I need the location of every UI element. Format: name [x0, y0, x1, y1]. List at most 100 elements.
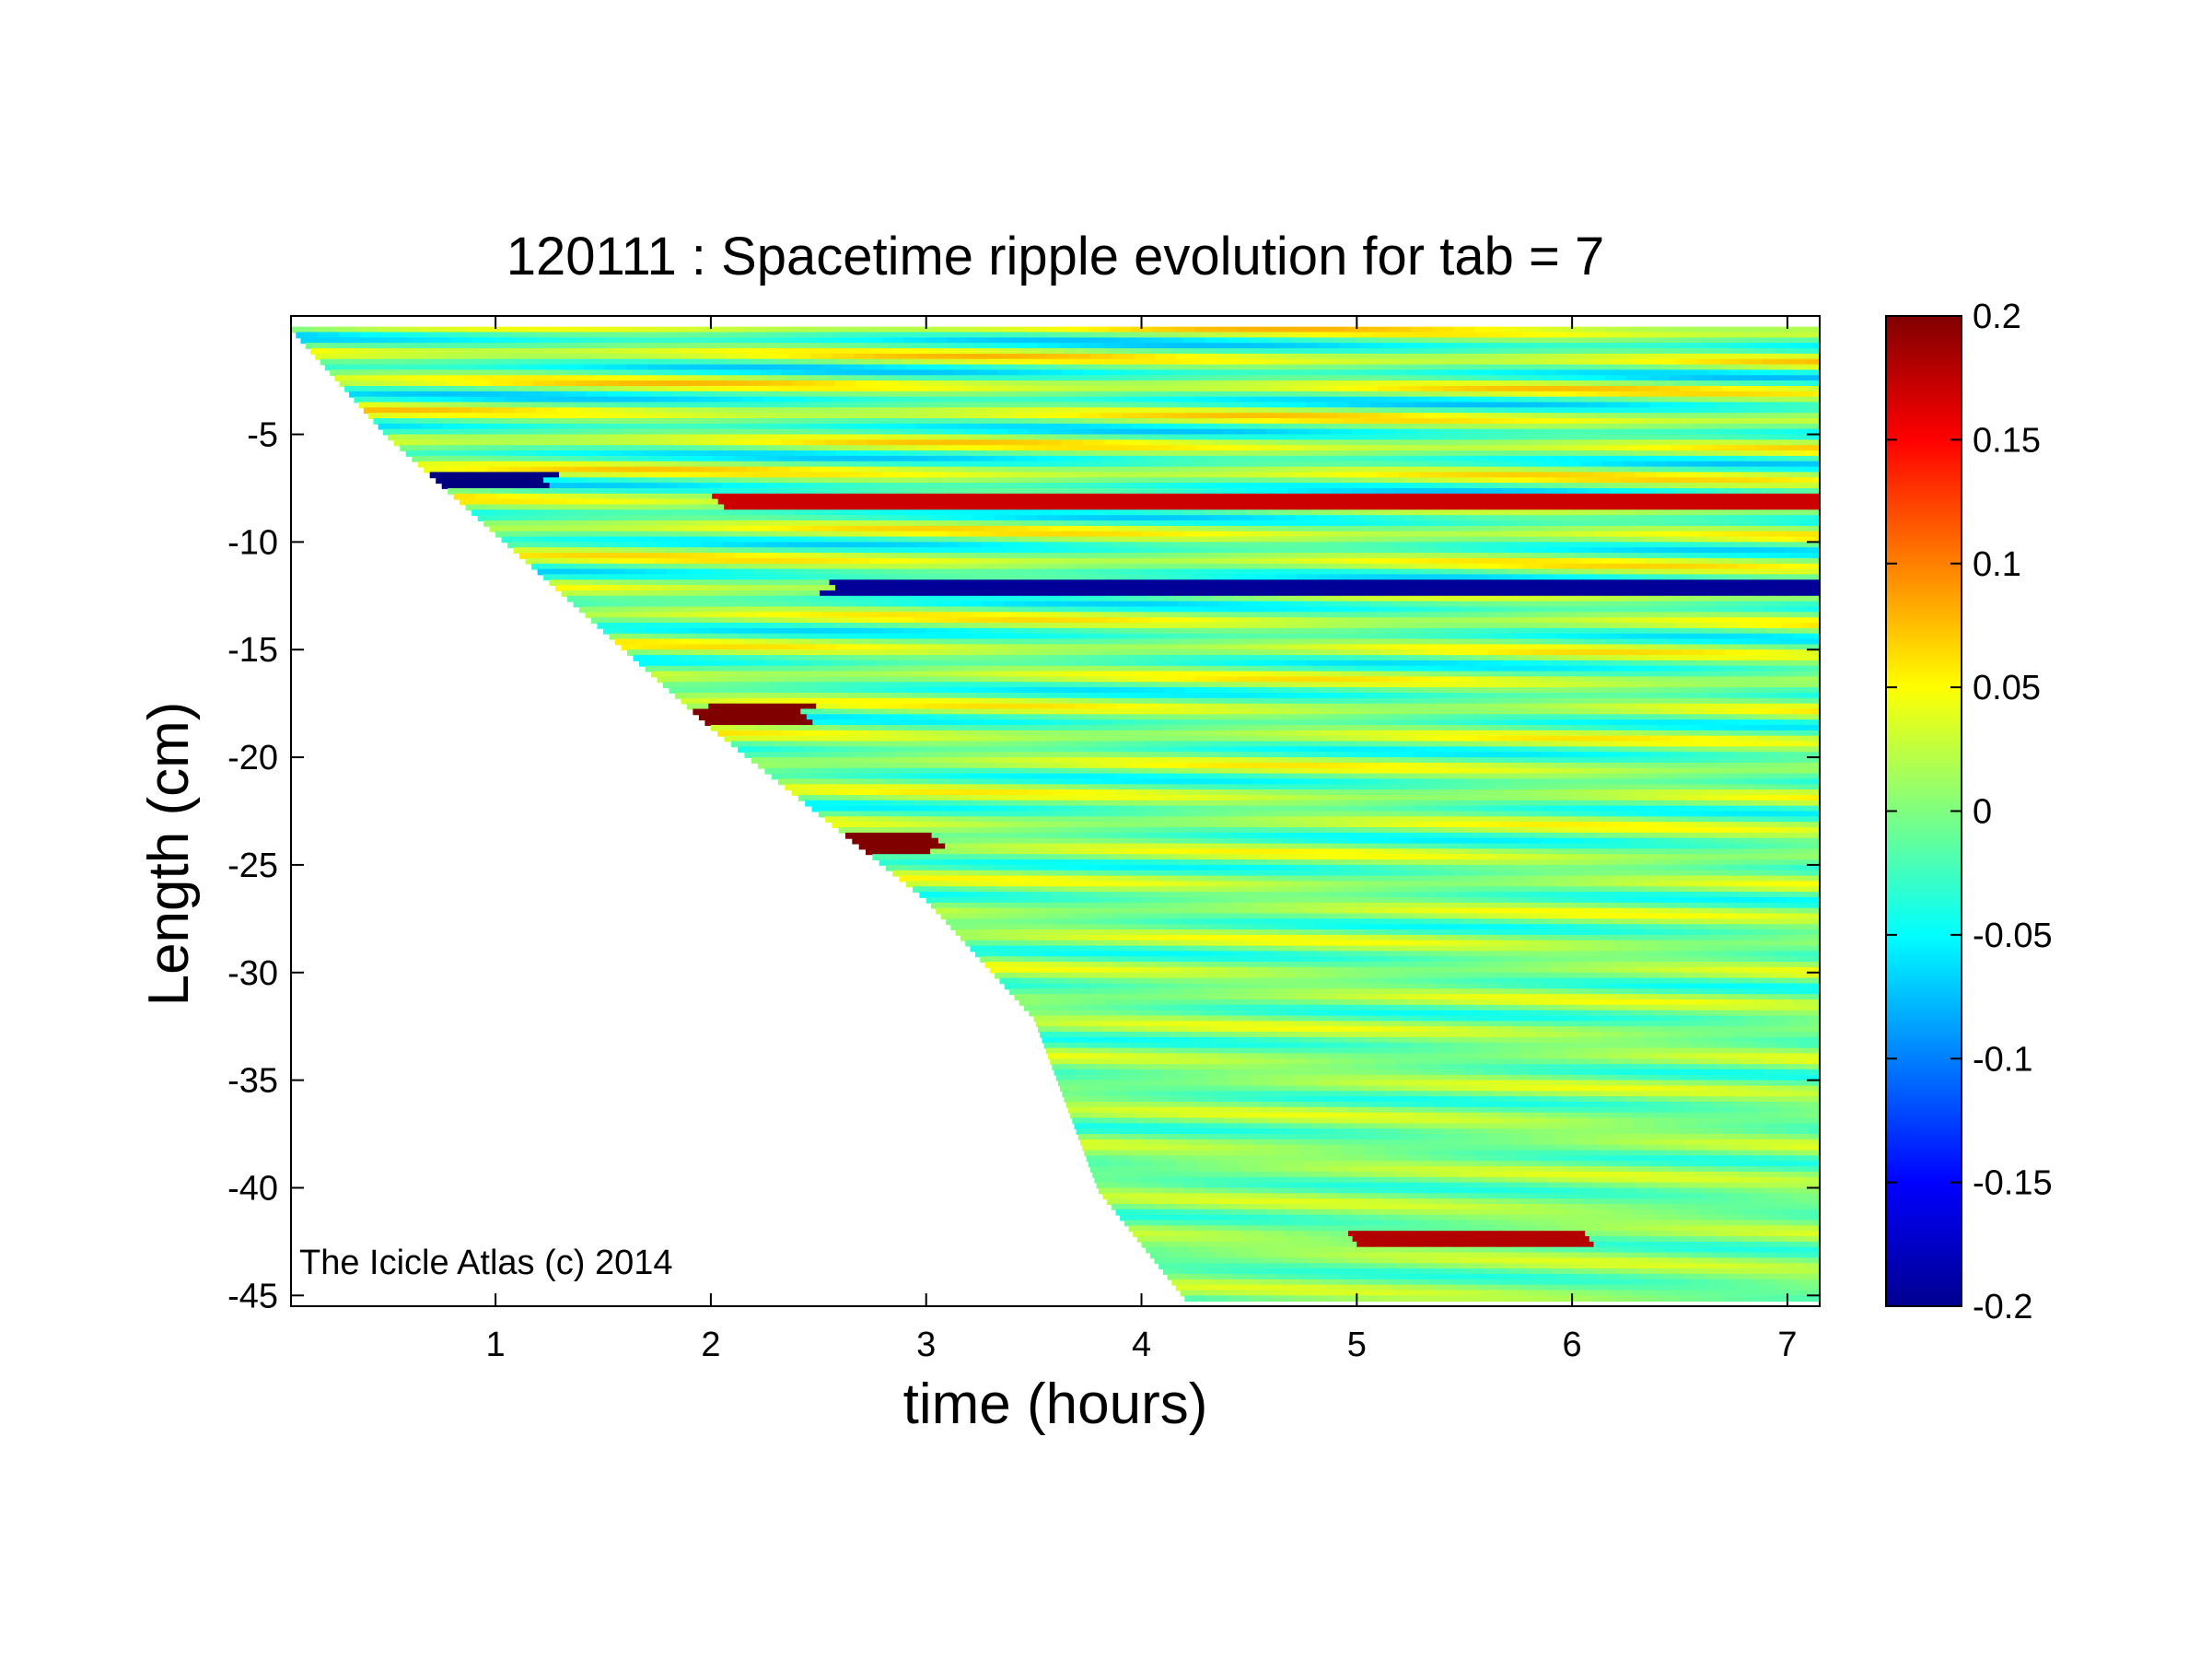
heatmap-cell	[1512, 746, 1536, 754]
heatmap-cell	[1520, 697, 1543, 705]
heatmap-cell	[1624, 396, 1647, 403]
heatmap-cell	[939, 735, 962, 742]
heatmap-cell	[1406, 595, 1430, 602]
heatmap-cell	[1286, 332, 1310, 339]
heatmap-cell	[1693, 697, 1716, 705]
heatmap-cell	[891, 396, 915, 403]
heatmap-cell	[1501, 623, 1524, 629]
heatmap-cell	[872, 375, 896, 382]
heatmap-cell	[1094, 547, 1118, 554]
heatmap-cell	[1369, 601, 1392, 608]
heatmap-cell	[531, 466, 554, 473]
heatmap-cell	[1506, 568, 1530, 576]
heatmap-cell	[1240, 638, 1263, 646]
heatmap-cell	[1330, 682, 1354, 689]
heatmap-cell	[916, 423, 939, 430]
heatmap-cell	[1217, 676, 1240, 683]
heatmap-cell	[801, 671, 824, 678]
heatmap-cell	[1427, 536, 1450, 543]
heatmap-cell	[681, 466, 705, 473]
heatmap-cell	[580, 337, 603, 345]
heatmap-cell	[1113, 332, 1137, 339]
heatmap-cell	[1234, 693, 1258, 699]
heatmap-cell	[763, 520, 786, 527]
heatmap-cell	[690, 493, 714, 500]
heatmap-cell	[1682, 413, 1705, 419]
heatmap-cell	[1437, 719, 1460, 726]
heatmap-cell	[1649, 601, 1672, 608]
heatmap-cell	[1584, 542, 1607, 549]
heatmap-cell	[1808, 386, 1820, 392]
heatmap-cell	[1533, 477, 1556, 485]
heatmap-cell	[1000, 617, 1023, 624]
heatmap-cell	[818, 386, 841, 392]
heatmap-cell	[933, 693, 956, 699]
heatmap-cell	[815, 407, 839, 415]
heatmap-cell	[1613, 337, 1637, 345]
heatmap-cell	[1258, 617, 1282, 624]
heatmap-cell	[1310, 358, 1333, 366]
heatmap-cell	[1748, 391, 1772, 398]
heatmap-cell	[805, 348, 829, 355]
heatmap-cell	[892, 617, 915, 624]
heatmap-cell	[523, 439, 546, 447]
heatmap-cell	[507, 445, 530, 451]
heatmap-cell	[856, 719, 879, 726]
heatmap-cell	[1751, 418, 1775, 425]
heatmap-cell	[1792, 574, 1815, 581]
heatmap-cell	[1568, 644, 1591, 651]
heatmap-cell	[1481, 585, 1504, 591]
heatmap-cell	[995, 574, 1019, 581]
heatmap-cell	[1731, 348, 1754, 355]
heatmap-cell	[1626, 638, 1650, 646]
heatmap-cell	[990, 725, 1014, 731]
heatmap-cell	[1602, 396, 1625, 403]
heatmap-cell	[663, 585, 686, 591]
heatmap-cell	[541, 413, 564, 419]
heatmap-cell	[1275, 746, 1298, 754]
heatmap-cell	[405, 450, 429, 457]
heatmap-cell	[1210, 477, 1234, 485]
heatmap-cell	[1330, 488, 1354, 495]
heatmap-cell	[853, 601, 876, 608]
heatmap-cell	[358, 353, 381, 360]
heatmap-cell	[1483, 757, 1507, 764]
heatmap-cell	[1554, 391, 1578, 398]
heatmap-cell	[1499, 402, 1523, 409]
heatmap-cell	[629, 574, 652, 581]
heatmap-cell	[1233, 633, 1256, 640]
heatmap-cell	[1281, 326, 1304, 333]
heatmap-cell	[1258, 714, 1282, 721]
heatmap-cell	[1692, 542, 1715, 549]
heatmap-cell	[1779, 402, 1803, 409]
heatmap-cell	[1308, 623, 1331, 629]
heatmap-cell	[834, 428, 858, 436]
heatmap-cell	[1438, 682, 1461, 689]
heatmap-cell	[444, 353, 467, 360]
heatmap-cell	[1081, 391, 1104, 398]
heatmap-cell	[1116, 358, 1139, 366]
heatmap-cell	[1229, 649, 1252, 656]
heatmap-cell	[888, 477, 911, 485]
heatmap-cell	[988, 703, 1011, 710]
heatmap-cell	[885, 553, 908, 559]
heatmap-cell	[505, 520, 528, 527]
heatmap-cell	[1103, 477, 1126, 485]
heatmap-cell	[834, 380, 857, 387]
heatmap-cell	[1460, 682, 1483, 689]
heatmap-cell	[1200, 623, 1223, 629]
heatmap-cell	[906, 413, 930, 419]
heatmap-cell	[1721, 665, 1744, 672]
heatmap-cell	[792, 585, 815, 591]
heatmap-cell	[985, 428, 1008, 436]
heatmap-cell	[1582, 326, 1606, 333]
heatmap-cell	[773, 703, 796, 710]
heatmap-cell	[1713, 445, 1736, 451]
heatmap-cell	[788, 601, 811, 608]
heatmap-cell	[977, 557, 1000, 565]
heatmap-cell	[946, 741, 969, 748]
heatmap-cell	[1652, 525, 1675, 532]
heatmap-cell	[890, 730, 913, 737]
heatmap-cell	[1440, 509, 1463, 517]
heatmap-cell	[710, 725, 734, 731]
